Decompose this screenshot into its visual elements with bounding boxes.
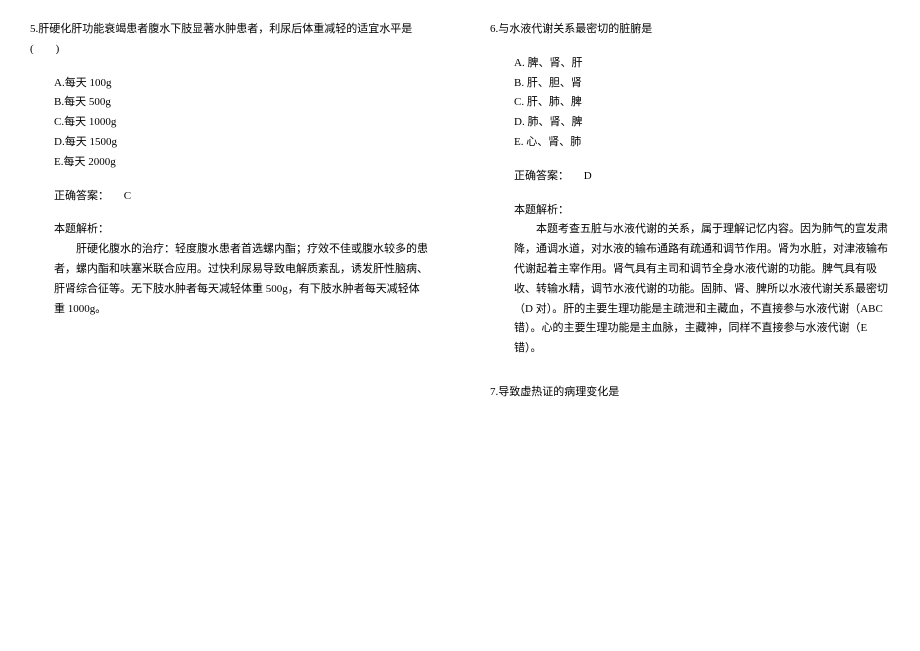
option-a: A. 脾、肾、肝 <box>514 54 890 74</box>
option-e: E.每天 2000g <box>54 153 430 173</box>
analysis-text: 肝硬化腹水的治疗：轻度腹水患者首选螺内酯；疗效不佳或腹水较多的患者，螺内酯和呋塞… <box>30 240 430 319</box>
option-d: D. 肺、肾、脾 <box>514 113 890 133</box>
option-b: B. 肝、胆、肾 <box>514 74 890 94</box>
question-7-title: 7.导致虚热证的病理变化是 <box>490 383 890 403</box>
question-title: 5.肝硬化肝功能衰竭患者腹水下肢显著水肿患者，利尿后体重减轻的适宜水平是( ) <box>30 20 430 60</box>
option-c: C.每天 1000g <box>54 113 430 133</box>
question-5: 5.肝硬化肝功能衰竭患者腹水下肢显著水肿患者，利尿后体重减轻的适宜水平是( ) … <box>30 20 430 319</box>
analysis-label: 本题解析： <box>30 220 430 240</box>
option-b: B.每天 500g <box>54 93 430 113</box>
option-d: D.每天 1500g <box>54 133 430 153</box>
option-a: A.每天 100g <box>54 74 430 94</box>
answer-value: D <box>584 170 592 182</box>
options-list: A. 脾、肾、肝 B. 肝、胆、肾 C. 肝、肺、脾 D. 肺、肾、脾 E. 心… <box>490 54 890 153</box>
analysis-label: 本题解析： <box>490 201 890 221</box>
answer-row: 正确答案： D <box>490 167 890 187</box>
analysis-text: 本题考查五脏与水液代谢的关系，属于理解记忆内容。因为肺气的宣发肃降，通调水道，对… <box>490 220 890 359</box>
option-c: C. 肝、肺、脾 <box>514 93 890 113</box>
answer-value: C <box>124 190 131 202</box>
answer-label: 正确答案： <box>514 170 569 182</box>
answer-row: 正确答案： C <box>30 187 430 207</box>
question-title: 6.与水液代谢关系最密切的脏腑是 <box>490 20 890 40</box>
question-6: 6.与水液代谢关系最密切的脏腑是 A. 脾、肾、肝 B. 肝、胆、肾 C. 肝、… <box>490 20 890 359</box>
option-e: E. 心、肾、肺 <box>514 133 890 153</box>
options-list: A.每天 100g B.每天 500g C.每天 1000g D.每天 1500… <box>30 74 430 173</box>
answer-label: 正确答案： <box>54 190 109 202</box>
